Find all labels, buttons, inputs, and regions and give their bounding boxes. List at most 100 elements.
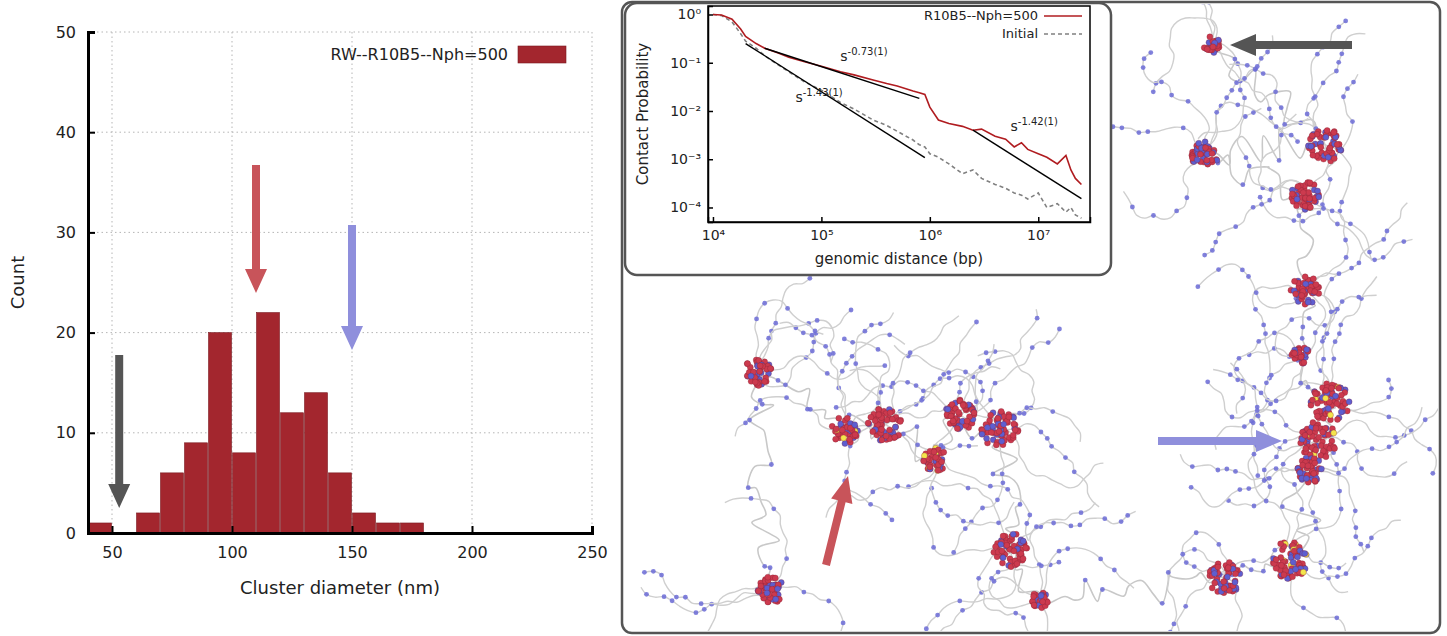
bead — [1216, 267, 1221, 272]
bead — [1010, 531, 1016, 537]
bead — [1240, 396, 1245, 401]
bead — [1020, 538, 1026, 544]
bead — [1006, 414, 1012, 420]
bead — [1313, 330, 1318, 335]
chain-loop — [1192, 4, 1218, 45]
bead — [841, 435, 847, 441]
bead — [1351, 80, 1356, 85]
bead — [1289, 133, 1294, 138]
bead — [1274, 454, 1279, 459]
bead — [1308, 143, 1314, 149]
polymer-panel — [622, 0, 1440, 636]
y-tick-label: 10⁰ — [678, 6, 702, 22]
bead — [1331, 129, 1337, 135]
bead — [1307, 180, 1313, 186]
bead — [1334, 141, 1340, 147]
bead — [1234, 80, 1239, 85]
bead — [744, 360, 750, 366]
bead — [768, 366, 774, 372]
bead — [1228, 372, 1233, 377]
bead — [659, 573, 664, 578]
chain-loop — [758, 310, 851, 387]
bead — [1302, 551, 1308, 557]
bead — [1102, 516, 1107, 521]
bead — [1318, 144, 1324, 150]
x-tick-label: 10⁷ — [1027, 227, 1050, 243]
bead — [989, 576, 994, 581]
y-tick-mark — [88, 32, 95, 34]
bead — [958, 443, 963, 448]
bead — [1259, 391, 1264, 396]
bead — [1184, 560, 1189, 565]
chain-loop — [1305, 195, 1413, 260]
bead — [1034, 524, 1039, 529]
bead — [1344, 255, 1349, 260]
bead — [841, 621, 846, 626]
bead — [1307, 316, 1312, 321]
bead — [1020, 556, 1026, 562]
bead — [1331, 356, 1336, 361]
bead — [813, 329, 818, 334]
x-axis-title: genomic distance (bp) — [815, 250, 983, 268]
bead — [992, 544, 998, 550]
bead — [1216, 542, 1221, 547]
chain-loop — [900, 376, 1000, 430]
bead — [1282, 122, 1287, 127]
bead — [833, 426, 839, 432]
bead — [1272, 548, 1277, 553]
bead — [1310, 152, 1316, 158]
chain-loop — [1258, 114, 1305, 195]
bead — [1352, 556, 1357, 561]
chain-loop — [1275, 294, 1335, 357]
bead — [1136, 130, 1141, 135]
chain-loop — [885, 367, 1000, 425]
bead — [980, 388, 985, 393]
bead — [893, 424, 899, 430]
bead — [1246, 486, 1251, 491]
bead — [1295, 183, 1301, 189]
x-tick-mark — [352, 526, 354, 533]
bead — [1323, 395, 1329, 401]
bead — [882, 363, 887, 368]
bead — [1300, 190, 1306, 196]
inset-frame — [625, 3, 1111, 275]
chain-loop — [1208, 382, 1318, 440]
bead — [1267, 198, 1272, 203]
bead — [915, 442, 920, 447]
bead — [1014, 561, 1020, 567]
bead — [1300, 325, 1305, 330]
bead — [938, 508, 943, 513]
fit-label: s-1.43(1) — [795, 87, 842, 105]
bead — [1000, 554, 1006, 560]
chain-loop — [1040, 548, 1134, 600]
bead — [1204, 157, 1210, 163]
bead — [815, 318, 820, 323]
bead — [1340, 299, 1345, 304]
bead — [897, 418, 903, 424]
x-tick-label: 50 — [102, 543, 122, 562]
bead — [833, 436, 839, 442]
x-tick-mark — [1038, 217, 1040, 222]
bar — [281, 413, 304, 533]
bar — [353, 513, 376, 533]
bead — [1338, 409, 1344, 415]
bead — [760, 402, 765, 407]
bead — [1335, 222, 1340, 227]
bead — [995, 415, 1001, 421]
series-line — [713, 14, 1081, 218]
bead — [1353, 508, 1358, 513]
y-tick-label: 10⁻¹ — [670, 55, 701, 71]
grid-line — [112, 32, 113, 533]
bead — [757, 368, 763, 374]
bead — [892, 424, 898, 430]
fit-label-exponent: -0.73(1) — [848, 46, 888, 57]
bead — [702, 607, 707, 612]
bead — [1392, 471, 1397, 476]
bead — [1335, 574, 1340, 579]
bead — [1292, 350, 1298, 356]
bead — [1051, 521, 1056, 526]
bead — [1259, 56, 1264, 61]
bead — [1249, 419, 1254, 424]
bead — [1148, 50, 1153, 55]
bead — [823, 344, 828, 349]
